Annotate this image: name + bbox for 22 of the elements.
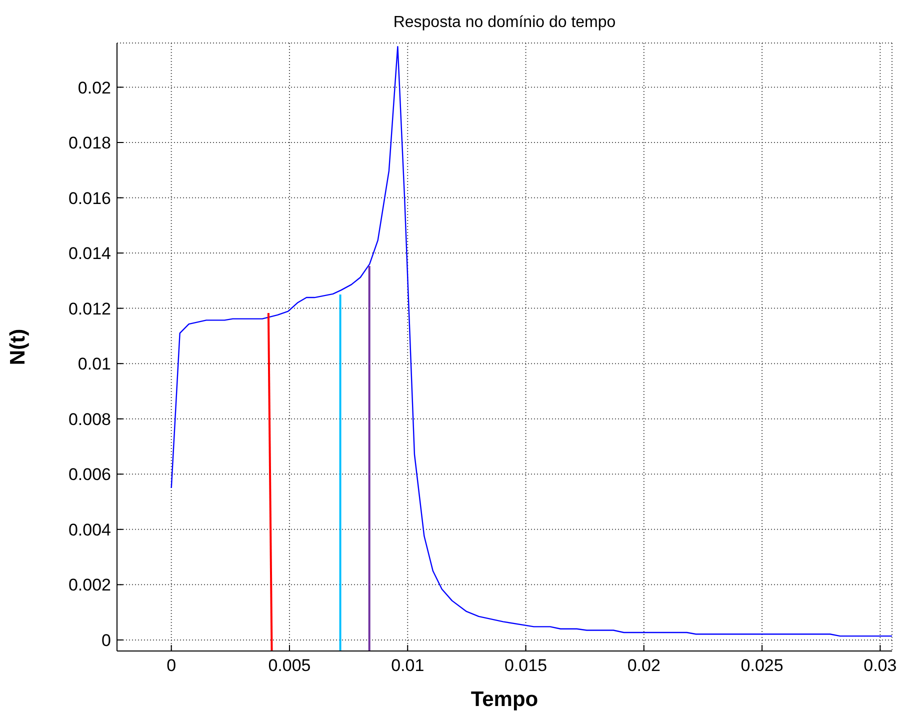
x-tick-label: 0.01 [391,656,424,676]
y-tick-label: 0.02 [78,78,111,98]
chart-title: Resposta no domínio do tempo [392,14,617,32]
y-tick-label: 0.006 [68,465,111,484]
y-axis-title: N(t) [6,328,30,366]
x-tick-label: 0.005 [268,656,311,676]
x-axis-title: Tempo [470,688,538,711]
x-tick-label: 0.03 [864,656,897,676]
x-tick-label: 0.02 [627,656,660,676]
x-tick-label: 0.015 [504,656,548,676]
y-tick-label: 0.004 [68,520,111,540]
y-tick-label: 0.01 [78,354,111,374]
y-tick-label: 0.008 [68,410,111,429]
y-tick-label: 0.014 [68,244,111,264]
y-tick-label: 0.002 [68,576,111,595]
line-series [170,46,892,637]
y-tick-label: 0.016 [68,188,111,208]
y-tick-label: 0.012 [68,299,111,318]
x-tick-label: 0.025 [740,656,784,676]
y-tick-label: 0 [102,630,111,650]
x-tick-label: 0 [166,656,176,676]
y-tick-label: 0.018 [68,134,111,153]
